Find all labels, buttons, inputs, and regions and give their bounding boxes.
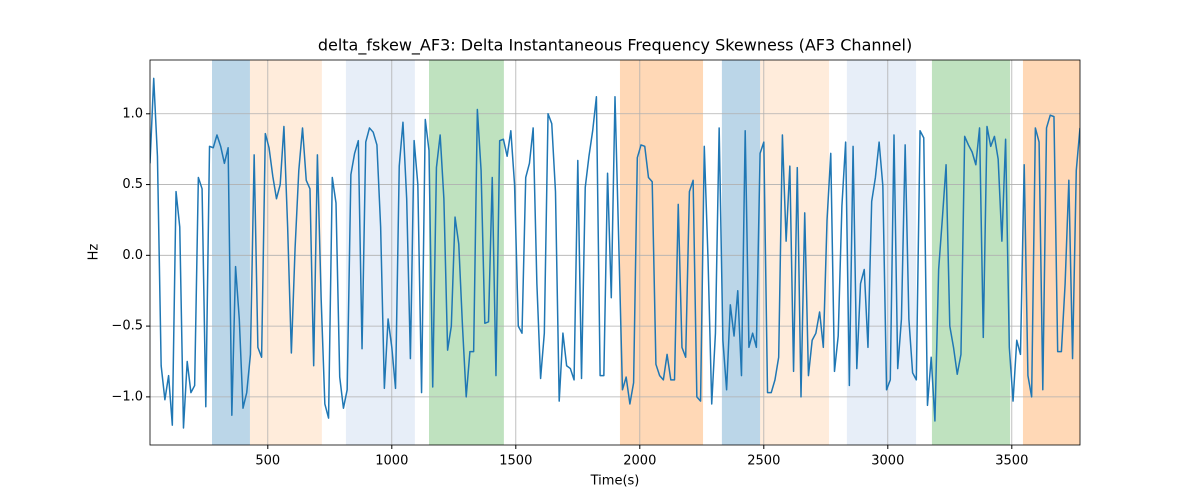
x-tick-label: 3500	[995, 454, 1028, 469]
x-tick-label: 2000	[623, 454, 656, 469]
shaded-span	[846, 60, 917, 445]
y-tick-label: 0.5	[122, 177, 143, 192]
x-axis-label: Time(s)	[590, 474, 640, 489]
shaded-span	[249, 60, 322, 445]
x-tick-label: 3000	[871, 454, 904, 469]
plot-layer	[150, 77, 1080, 429]
axes-layer: 500 1000 1500 2000 2500 3000 3500 −1.0 −0.5 0.0 0.…	[111, 59, 1081, 469]
y-axis-label: Hz	[87, 244, 102, 261]
y-tick-label: −1.0	[111, 389, 143, 404]
shaded-span	[760, 60, 830, 445]
chart-title: delta_fskew_AF3: Delta Instantaneous Fre…	[318, 36, 912, 56]
shaded-span	[931, 60, 1011, 445]
y-tick-label: 0.0	[122, 248, 143, 263]
x-tick-label: 1500	[499, 454, 532, 469]
x-tick-label: 1000	[375, 454, 408, 469]
span-layer	[212, 60, 1080, 445]
plot-frame	[149, 59, 1081, 446]
y-tick-label: −0.5	[111, 319, 143, 334]
data-line	[150, 77, 1080, 429]
shaded-span	[721, 60, 761, 445]
y-tick-label: 1.0	[122, 106, 143, 121]
x-tick-label: 500	[255, 454, 280, 469]
x-tick-label: 2500	[747, 454, 780, 469]
shaded-span	[429, 60, 504, 445]
shaded-span	[345, 60, 415, 445]
